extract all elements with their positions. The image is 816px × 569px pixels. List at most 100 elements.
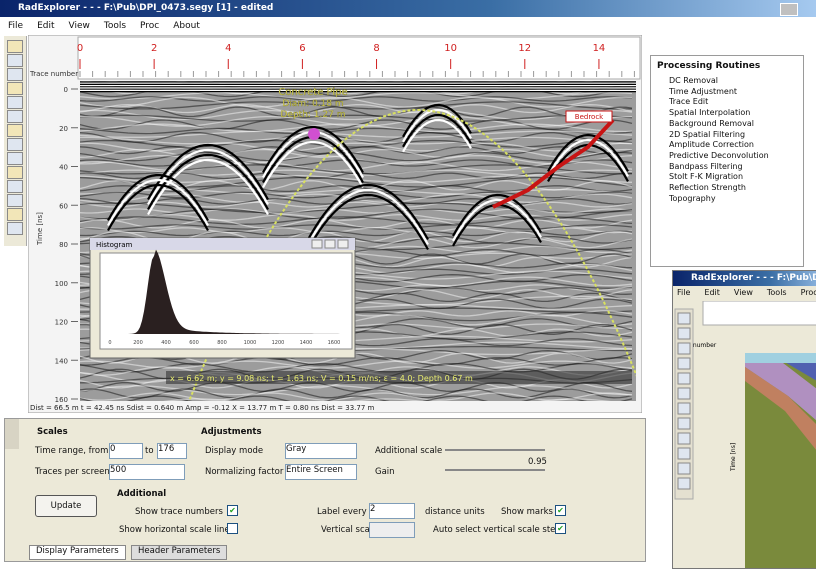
tool-button[interactable] (7, 82, 23, 95)
distance-mark: 12 (518, 43, 531, 54)
tool-button[interactable] (7, 152, 23, 165)
tool-button[interactable] (677, 342, 691, 355)
menu-item[interactable]: Proc (140, 21, 160, 31)
checkbox[interactable] (227, 523, 238, 534)
texture-line (80, 96, 633, 108)
layer-label: Bedrock (575, 113, 604, 121)
tool-button[interactable] (7, 222, 23, 235)
hyperbola (547, 133, 629, 172)
from-field[interactable]: 0 (109, 443, 143, 459)
menu-item[interactable]: Edit (37, 21, 55, 31)
routine-item[interactable]: Stolt F-K Migration (669, 172, 744, 182)
tool-button[interactable] (677, 477, 691, 490)
annotation: Diam: 0.18 m (282, 99, 343, 109)
slider[interactable] (445, 449, 545, 451)
routine-item[interactable]: Reflection Strength (669, 183, 746, 193)
traces-field[interactable]: 500 (109, 464, 185, 480)
tool-button[interactable] (7, 124, 23, 137)
slider[interactable] (445, 469, 545, 471)
tool-button[interactable] (677, 402, 691, 415)
routine-item[interactable]: Topography (669, 193, 716, 203)
checkbox[interactable]: ✔ (555, 523, 566, 534)
normalizing-select[interactable]: Entire Screen (285, 464, 357, 480)
menu-bar: FileEditViewToolsProcHelp (677, 288, 816, 297)
tool-button[interactable] (7, 54, 23, 67)
window-button[interactable] (311, 239, 323, 249)
window-buttons[interactable] (780, 3, 798, 16)
routine-item[interactable]: Bandpass Filtering (669, 161, 743, 171)
menu-item[interactable]: View (68, 21, 90, 31)
texture-line (80, 174, 633, 184)
checkbox[interactable]: ✔ (555, 505, 566, 516)
tab[interactable]: Display Parameters (29, 545, 126, 560)
menu-item[interactable]: Tools (103, 21, 127, 31)
histogram-window: Histogram 0 200 400 600 800 1000 1200 1400 1600 (89, 237, 356, 359)
menu-item[interactable]: Tools (766, 288, 787, 297)
menu-item[interactable]: Proc (800, 288, 816, 297)
window-title: Histogram (96, 241, 132, 249)
routine-item[interactable]: Trace Edit (669, 97, 709, 107)
menu-item[interactable]: Edit (704, 288, 720, 297)
display-mode-select[interactable]: Gray (285, 443, 357, 459)
histogram-shape (110, 249, 340, 334)
tab[interactable]: Header Parameters (131, 545, 228, 560)
menu-item[interactable]: File (8, 21, 24, 31)
tool-button[interactable] (677, 312, 691, 325)
hyperbola (262, 141, 364, 189)
label: to (145, 446, 154, 456)
texture-line (80, 114, 633, 122)
routine-item[interactable]: Predictive Deconvolution (669, 150, 769, 160)
axis-title: Time [ns] (36, 212, 44, 246)
menu-item[interactable]: View (733, 288, 753, 297)
tool-button[interactable] (677, 327, 691, 340)
routine-item[interactable]: 2D Spatial Filtering (669, 129, 746, 139)
tool-button[interactable] (677, 387, 691, 400)
tool-button[interactable] (7, 96, 23, 109)
tool-button[interactable] (677, 432, 691, 445)
routine-item[interactable]: Spatial Interpolation (669, 108, 751, 118)
tool-button[interactable] (7, 166, 23, 179)
routine-item[interactable]: Background Removal (669, 118, 754, 128)
menu-item[interactable]: About (173, 21, 200, 31)
tool-button[interactable] (7, 138, 23, 151)
tool-button[interactable] (7, 208, 23, 221)
processing-panel: Processing Routines DC Removal Time Adjus… (650, 55, 804, 267)
window-button[interactable] (337, 239, 349, 249)
title-bar: RadExplorer - - - F:\Pub\DP (673, 271, 816, 286)
distance-mark: 6 (299, 43, 305, 54)
tool-button[interactable] (677, 372, 691, 385)
menu-item[interactable]: File (677, 288, 691, 297)
label: Auto select vertical scale step (433, 525, 561, 535)
to-field[interactable]: 176 (157, 443, 187, 459)
label: Show horizontal scale lines (119, 525, 235, 535)
routine-item[interactable]: Time Adjustment (669, 86, 738, 96)
tool-button[interactable] (7, 180, 23, 193)
tool-button[interactable] (7, 40, 23, 53)
step-field[interactable] (369, 522, 415, 538)
window-button[interactable] (324, 239, 336, 249)
radargram-view: 0 2 4 6 8 10 12 14 Trace number 0 20 40 60 80 100 120 14… (28, 35, 642, 413)
hyperbola (307, 188, 429, 246)
tool-button[interactable] (7, 110, 23, 123)
time-label: 20 (59, 125, 68, 133)
update-button[interactable]: Update (35, 495, 97, 517)
routine-item[interactable]: Amplitude Correction (669, 140, 754, 150)
texture-line (80, 109, 633, 121)
checkbox[interactable]: ✔ (227, 505, 238, 516)
tool-button[interactable] (7, 68, 23, 81)
tool-button[interactable] (677, 357, 691, 370)
tool-button[interactable] (677, 447, 691, 460)
routine-item[interactable]: DC Removal (669, 76, 718, 85)
tool-button[interactable] (677, 462, 691, 475)
distance-mark: 14 (593, 43, 606, 54)
label-every-field[interactable]: 2 (369, 503, 415, 519)
time-label: 160 (55, 396, 68, 404)
hyperbola (402, 103, 472, 138)
tool-button[interactable] (677, 417, 691, 430)
tool-button[interactable] (7, 194, 23, 207)
label: Gain (375, 467, 395, 477)
texture-line (80, 357, 633, 366)
ruler-label: Trace number (674, 342, 717, 349)
texture-line (80, 198, 633, 205)
